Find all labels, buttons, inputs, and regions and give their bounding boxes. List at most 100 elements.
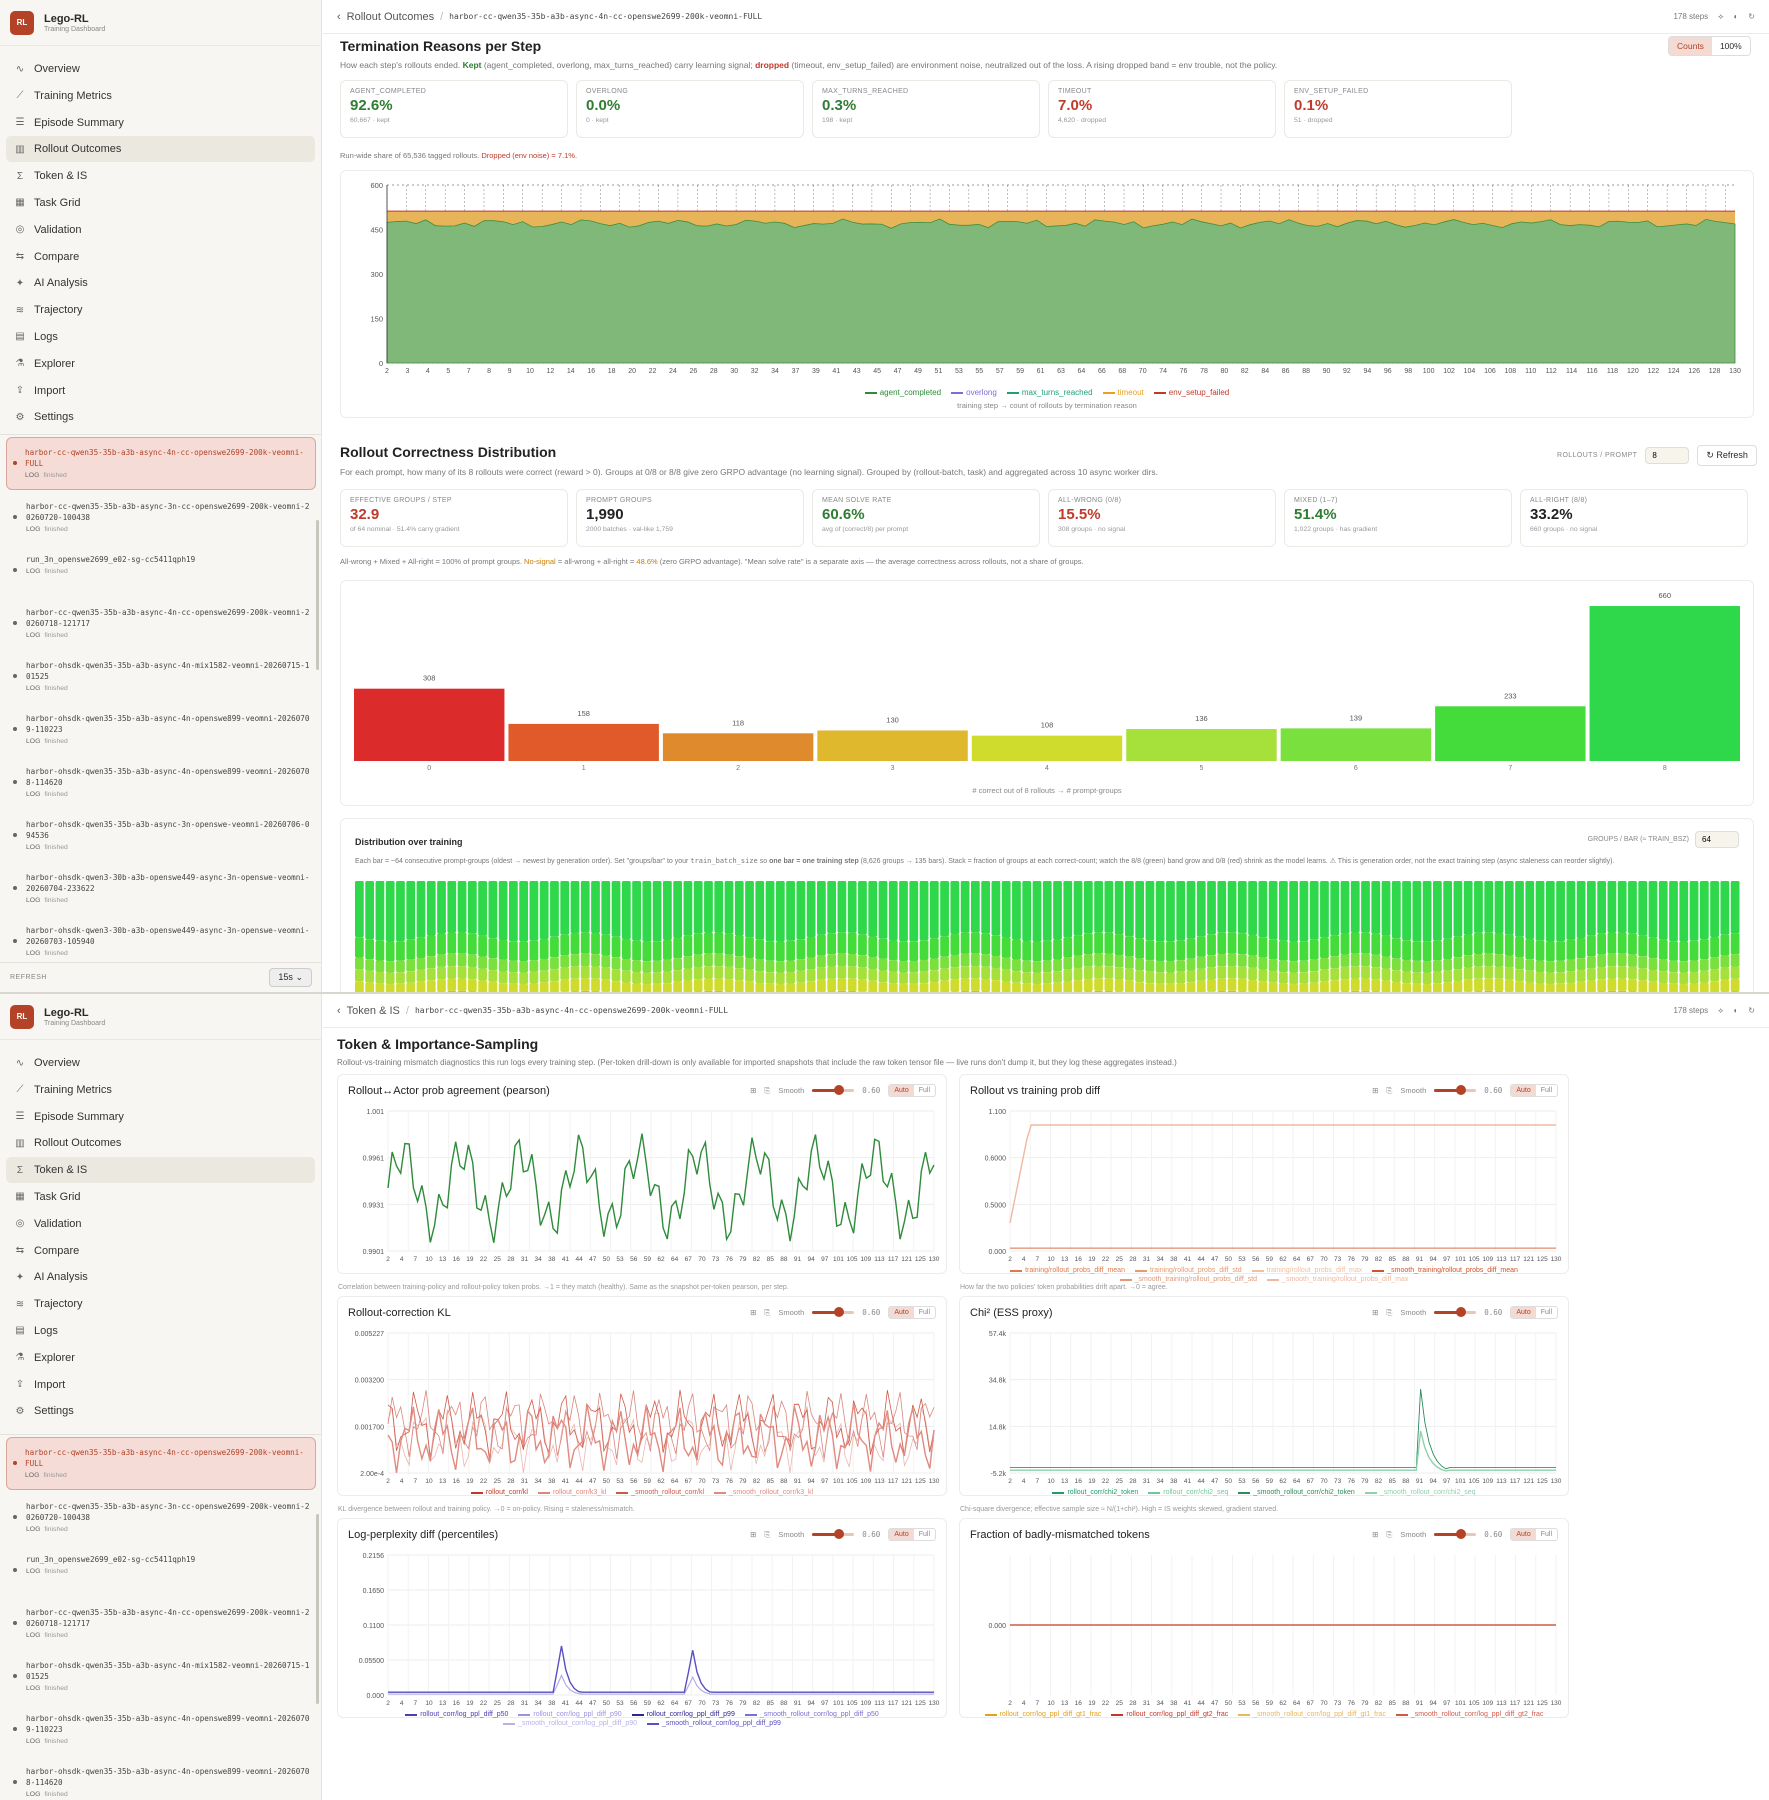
smooth-slider[interactable]	[812, 1307, 855, 1317]
legend-item[interactable]: _smooth_training/rollout_probs_diff_mean	[1372, 1267, 1518, 1274]
run-list-item[interactable]: harbor-ohsdk-qwen35-35b-a3b-async-4n-ope…	[0, 757, 322, 810]
run-list-item[interactable]: harbor-cc-qwen35-35b-a3b-async-4n-cc-ope…	[6, 437, 316, 490]
run-list-item[interactable]: harbor-ohsdk-qwen35-35b-a3b-async-4n-ope…	[0, 1757, 322, 1800]
nav-item-settings[interactable]: ⚙ Settings	[6, 1398, 315, 1424]
run-list-item[interactable]: harbor-cc-qwen35-35b-a3b-async-4n-cc-ope…	[6, 1437, 316, 1490]
auto-toggle[interactable]: Auto	[1511, 1529, 1536, 1540]
auto-full-toggle[interactable]: Auto Full	[888, 1528, 936, 1541]
legend-item[interactable]: _smooth_rollout_corr/k3_kl	[714, 1489, 813, 1496]
slider-thumb[interactable]	[834, 1307, 845, 1317]
full-toggle[interactable]: Full	[918, 1531, 930, 1538]
run-list-item[interactable]: harbor-ohsdk-qwen3-30b-a3b-openswe449-as…	[0, 916, 322, 962]
nav-item-overview[interactable]: ∿ Overview	[6, 56, 315, 82]
correctness-refresh-button[interactable]: ↻ Refresh	[1697, 445, 1757, 466]
auto-toggle[interactable]: Auto	[1511, 1085, 1536, 1096]
run-list-item[interactable]: harbor-cc-qwen35-35b-a3b-async-3n-cc-ope…	[0, 492, 322, 545]
legend-item[interactable]: _smooth_rollout_corr/log_ppl_diff_gt2_fr…	[1395, 1711, 1543, 1718]
nav-item-training-metrics[interactable]: ⟋ Training Metrics	[6, 83, 315, 109]
legend-item[interactable]: rollout_corr/log_ppl_diff_p99	[631, 1711, 735, 1718]
run-list-item[interactable]: harbor-ohsdk-qwen35-35b-a3b-async-4n-ope…	[0, 1704, 322, 1757]
run-list-item[interactable]: harbor-ohsdk-qwen3-30b-a3b-openswe449-as…	[0, 863, 322, 916]
legend-item[interactable]: rollout_corr/log_ppl_diff_gt2_frac	[1111, 1711, 1228, 1718]
run-list-scrollbar[interactable]	[316, 1514, 319, 1704]
nav-item-episode-summary[interactable]: ☰ Episode Summary	[6, 110, 315, 136]
legend-item[interactable]: _smooth_rollout_corr/chi2_seq	[1364, 1489, 1476, 1496]
nav-item-compare[interactable]: ⇆ Compare	[6, 244, 315, 270]
legend-item[interactable]: _smooth_training/rollout_probs_diff_std	[1119, 1276, 1257, 1283]
nav-item-rollout-outcomes[interactable]: ▥ Rollout Outcomes	[6, 1130, 315, 1156]
download-icon[interactable]: ⊞	[1372, 1308, 1379, 1317]
slider-thumb[interactable]	[1456, 1307, 1467, 1317]
correctness-bar[interactable]	[508, 723, 659, 761]
nav-item-task-grid[interactable]: ▦ Task Grid	[6, 190, 315, 216]
legend-item[interactable]: max_turns_reached	[1006, 388, 1093, 397]
legend-item[interactable]: _smooth_rollout_corr/chi2_token	[1238, 1489, 1355, 1496]
brand[interactable]: RL Lego-RL Training Dashboard	[0, 0, 321, 46]
download-icon[interactable]: ⊞	[750, 1086, 757, 1095]
back-chevron-icon[interactable]: ‹	[337, 1004, 341, 1017]
run-list-item[interactable]: harbor-ohsdk-qwen35-35b-a3b-async-4n-mix…	[0, 1651, 322, 1704]
correctness-bar[interactable]	[817, 730, 968, 761]
full-toggle[interactable]: Full	[1540, 1531, 1552, 1538]
legend-item[interactable]: agent_completed	[864, 388, 941, 397]
legend-item[interactable]: training/rollout_probs_diff_max	[1251, 1267, 1362, 1274]
full-toggle[interactable]: Full	[918, 1309, 930, 1316]
refresh-icon[interactable]: ↻	[1748, 1006, 1755, 1015]
nav-item-training-metrics[interactable]: ⟋ Training Metrics	[6, 1077, 315, 1103]
auto-toggle[interactable]: Auto	[889, 1307, 914, 1318]
download-icon[interactable]: ⊞	[750, 1530, 757, 1539]
nav-item-task-grid[interactable]: ▦ Task Grid	[6, 1184, 315, 1210]
legend-item[interactable]: _smooth_rollout_corr/kl	[616, 1489, 704, 1496]
copy-icon[interactable]: ⎘	[764, 1085, 771, 1095]
slider-thumb[interactable]	[834, 1529, 845, 1539]
run-list-item[interactable]: run_3n_openswe2699_e02-sg-cc5411qph19 LOG…	[0, 1545, 322, 1598]
smooth-slider[interactable]	[1434, 1307, 1477, 1317]
translate-icon[interactable]: ⟡	[1718, 11, 1724, 21]
legend-item[interactable]: rollout_corr/chi2_seq	[1148, 1489, 1228, 1496]
correctness-bar[interactable]	[1435, 706, 1586, 761]
nav-item-validation[interactable]: ◎ Validation	[6, 217, 315, 243]
run-list-item[interactable]: harbor-ohsdk-qwen35-35b-a3b-async-3n-ope…	[0, 810, 322, 863]
legend-item[interactable]: rollout_corr/log_ppl_diff_gt1_frac	[984, 1711, 1101, 1718]
full-toggle[interactable]: Full	[918, 1087, 930, 1094]
counts-percent-toggle[interactable]: Counts 100%	[1668, 36, 1751, 56]
auto-toggle[interactable]: Auto	[1511, 1307, 1536, 1318]
auto-toggle[interactable]: Auto	[889, 1085, 914, 1096]
correctness-bar[interactable]	[1280, 728, 1432, 761]
refresh-interval-select[interactable]: 15s ⌄	[269, 968, 312, 987]
auto-toggle[interactable]: Auto	[889, 1529, 914, 1540]
nav-item-trajectory[interactable]: ≋ Trajectory	[6, 1291, 315, 1317]
copy-icon[interactable]: ⎘	[764, 1307, 771, 1317]
download-icon[interactable]: ⊞	[750, 1308, 757, 1317]
run-list-item[interactable]: harbor-ohsdk-qwen35-35b-a3b-async-4n-mix…	[0, 651, 322, 704]
run-list-item[interactable]: run_3n_openswe2699_e02-sg-cc5411qph19 LOG…	[0, 545, 322, 598]
slider-thumb[interactable]	[1456, 1085, 1467, 1095]
legend-item[interactable]: rollout_corr/log_ppl_diff_p90	[518, 1711, 622, 1718]
download-icon[interactable]: ⊞	[1372, 1530, 1379, 1539]
nav-item-token-is[interactable]: Σ Token & IS	[6, 163, 315, 189]
nav-item-validation[interactable]: ◎ Validation	[6, 1211, 315, 1237]
run-list-scrollbar[interactable]	[316, 520, 319, 670]
nav-item-import[interactable]: ⇪ Import	[6, 1372, 315, 1398]
groups-per-bar-input[interactable]	[1695, 831, 1739, 848]
nav-item-explorer[interactable]: ⚗ Explorer	[6, 1345, 315, 1371]
legend-item[interactable]: rollout_corr/log_ppl_diff_p50	[405, 1711, 508, 1718]
translate-icon[interactable]: ⟡	[1718, 1005, 1724, 1015]
legend-item[interactable]: rollout_corr/chi2_token	[1052, 1489, 1138, 1496]
theme-moon-icon[interactable]: ◐	[1733, 12, 1739, 21]
nav-item-logs[interactable]: ▤ Logs	[6, 1318, 315, 1344]
theme-moon-icon[interactable]: ◐	[1733, 1006, 1739, 1015]
legend-item[interactable]: rollout_corr/kl	[470, 1489, 528, 1496]
run-list-item[interactable]: harbor-cc-qwen35-35b-a3b-async-4n-cc-ope…	[0, 598, 322, 651]
auto-full-toggle[interactable]: Auto Full	[1510, 1084, 1558, 1097]
correctness-bar[interactable]	[1126, 729, 1277, 761]
nav-item-logs[interactable]: ▤ Logs	[6, 324, 315, 350]
legend-item[interactable]: timeout	[1102, 388, 1144, 397]
legend-item[interactable]: _smooth_training/rollout_probs_diff_max	[1267, 1276, 1408, 1283]
smooth-slider[interactable]	[1434, 1529, 1477, 1539]
copy-icon[interactable]: ⎘	[1386, 1529, 1393, 1539]
full-toggle[interactable]: Full	[1540, 1309, 1552, 1316]
nav-item-explorer[interactable]: ⚗ Explorer	[6, 351, 315, 377]
nav-item-ai-analysis[interactable]: ✦ AI Analysis	[6, 1264, 315, 1290]
auto-full-toggle[interactable]: Auto Full	[888, 1306, 936, 1319]
